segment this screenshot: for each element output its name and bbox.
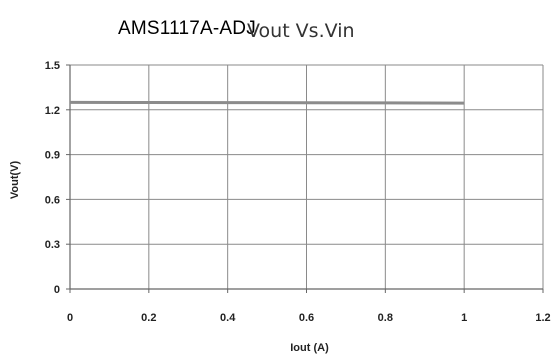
y-tick-label: 0.9 [45,150,60,162]
y-tick-label: 0 [54,284,60,296]
y-tick-label: 1.5 [45,60,60,72]
series-group [69,100,465,105]
x-tick-label: 1.2 [535,312,550,324]
x-tick-label: 1 [461,312,467,324]
chart-title-part-2: Vout Vs.Vin [247,20,355,42]
chart-title-part-1: AMS1117A-ADJ [118,18,256,39]
grid [69,64,544,290]
tick-labels: 0 0.2 0.4 0.6 0.8 1 1.2 0 0.3 0.6 0.9 1.2 1.5 [45,60,551,324]
axes [66,64,544,293]
x-axis-label: Iout (A) [290,342,329,354]
x-tick-label: 0.2 [141,312,156,324]
x-tick-label: 0.8 [378,312,393,324]
y-axis-label: Vout(V) [9,161,21,200]
y-tick-label: 1.2 [45,105,60,117]
y-tick-label: 0.6 [45,194,60,206]
series-line [69,100,465,105]
x-tick-label: 0.4 [220,312,236,324]
x-tick-label: 0.6 [299,312,314,324]
y-tick-label: 0.3 [45,239,60,251]
x-tick-label: 0 [67,312,73,324]
